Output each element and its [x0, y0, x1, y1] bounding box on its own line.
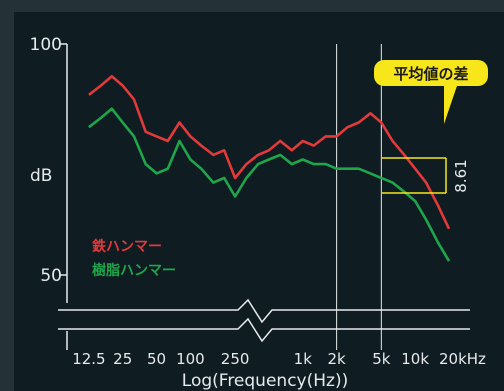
series-line-iron-hammer — [88, 75, 451, 230]
x-tick-label: 10k — [401, 350, 429, 368]
x-tick-label: 20kHz — [439, 350, 486, 368]
axis-break — [58, 298, 470, 343]
legend-iron-hammer: 鉄ハンマー — [92, 238, 162, 255]
x-tick-label: 50 — [147, 350, 166, 368]
callout-label: 平均値の差 — [393, 65, 468, 83]
callout-box — [374, 60, 488, 86]
y-tick-label: 50 — [40, 266, 62, 286]
x-tick-label: 1k — [294, 350, 313, 368]
series-line-resin-hammer — [88, 107, 451, 262]
x-tick-label: 5k — [372, 350, 391, 368]
y-axis-label: dB — [30, 166, 52, 186]
x-tick-label: 2k — [327, 350, 346, 368]
callout-pointer — [444, 80, 459, 124]
mean-difference-callout: 平均値の差 — [374, 60, 488, 124]
difference-bracket — [382, 157, 447, 194]
x-tick-label: 25 — [113, 350, 132, 368]
x-axis-label: Log(Frequency(Hz)) — [182, 371, 348, 391]
legend-resin-hammer: 樹脂ハンマー — [92, 262, 176, 279]
difference-value: 8.61 — [452, 159, 470, 192]
y-tick-label: 100 — [30, 35, 62, 55]
x-tick-label: 250 — [221, 350, 250, 368]
x-tick-label: 12.5 — [72, 350, 105, 368]
x-tick-label: 100 — [176, 350, 205, 368]
